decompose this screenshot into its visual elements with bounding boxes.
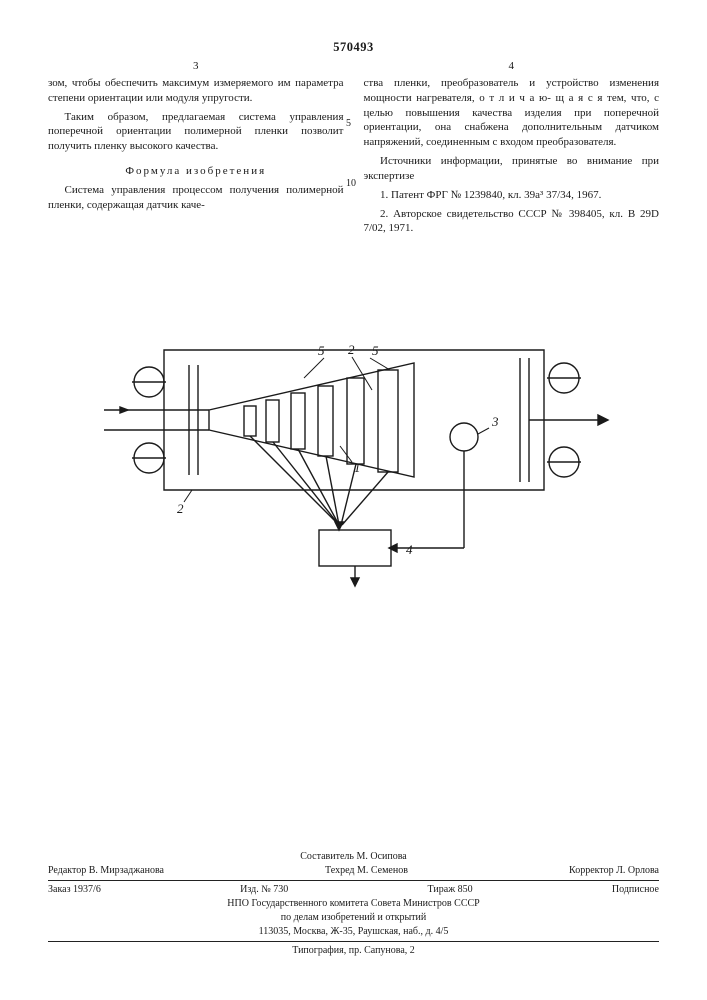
fig-label-3: 3 xyxy=(491,414,499,429)
figure-svg: 5 5 2 1 3 4 2 xyxy=(94,330,614,590)
footer-addr: 113035, Москва, Ж-35, Раушская, наб., д.… xyxy=(48,925,659,939)
footer-typo: Типография, пр. Сапунова, 2 xyxy=(48,944,659,958)
document-number: 570493 xyxy=(48,40,659,55)
formula-title: Формула изобретения xyxy=(48,164,344,179)
footer-tirazh: Тираж 850 xyxy=(428,883,473,897)
line-marker-10: 10 xyxy=(346,178,356,189)
footer-org2: по делам изобретений и открытий xyxy=(48,911,659,925)
fig-label-4: 4 xyxy=(406,542,413,557)
left-column: 3 зом, чтобы обеспечить максимум измеряе… xyxy=(48,59,344,240)
footer-org1: НПО Государственного комитета Совета Мин… xyxy=(48,897,659,911)
footer-sub: Подписное xyxy=(612,883,659,897)
fig-label-1: 1 xyxy=(354,460,361,475)
footer-order: Заказ 1937/6 xyxy=(48,883,101,897)
col-num-left: 3 xyxy=(48,59,344,74)
right-p4: 2. Авторское свидетельство СССР № 398405… xyxy=(364,207,660,237)
fig-label-5a: 5 xyxy=(318,343,325,358)
left-p1: зом, чтобы обеспечить максимум измеряемо… xyxy=(48,76,344,106)
line-marker-5: 5 xyxy=(346,118,351,129)
footer-izd: Изд. № 730 xyxy=(240,883,288,897)
text-columns: 3 зом, чтобы обеспечить максимум измеряе… xyxy=(48,59,659,240)
right-column: 4 ства пленки, преобразователь и устройс… xyxy=(364,59,660,240)
figure: 5 5 2 1 3 4 2 xyxy=(94,330,614,590)
footer-compiler: Составитель М. Осипова xyxy=(48,850,659,864)
footer-tech: Техред М. Семенов xyxy=(325,864,408,878)
fig-label-2b: 2 xyxy=(177,501,184,516)
right-p1: ства пленки, преобразователь и устройств… xyxy=(364,76,660,150)
footer-corrector: Корректор Л. Орлова xyxy=(569,864,659,878)
fig-label-2: 2 xyxy=(348,342,355,357)
col-num-right: 4 xyxy=(364,59,660,74)
fig-label-5b: 5 xyxy=(372,343,379,358)
footer-editor: Редактор В. Мирзаджанова xyxy=(48,864,164,878)
right-p2: Источники информации, принятые во вниман… xyxy=(364,154,660,184)
left-p3: Система управления процессом получения п… xyxy=(48,183,344,213)
right-p3: 1. Патент ФРГ № 1239840, кл. 39а³ 37/34,… xyxy=(364,188,660,203)
left-p2: Таким образом, предлагаемая система упра… xyxy=(48,110,344,155)
footer: Составитель М. Осипова Редактор В. Мирза… xyxy=(48,850,659,958)
